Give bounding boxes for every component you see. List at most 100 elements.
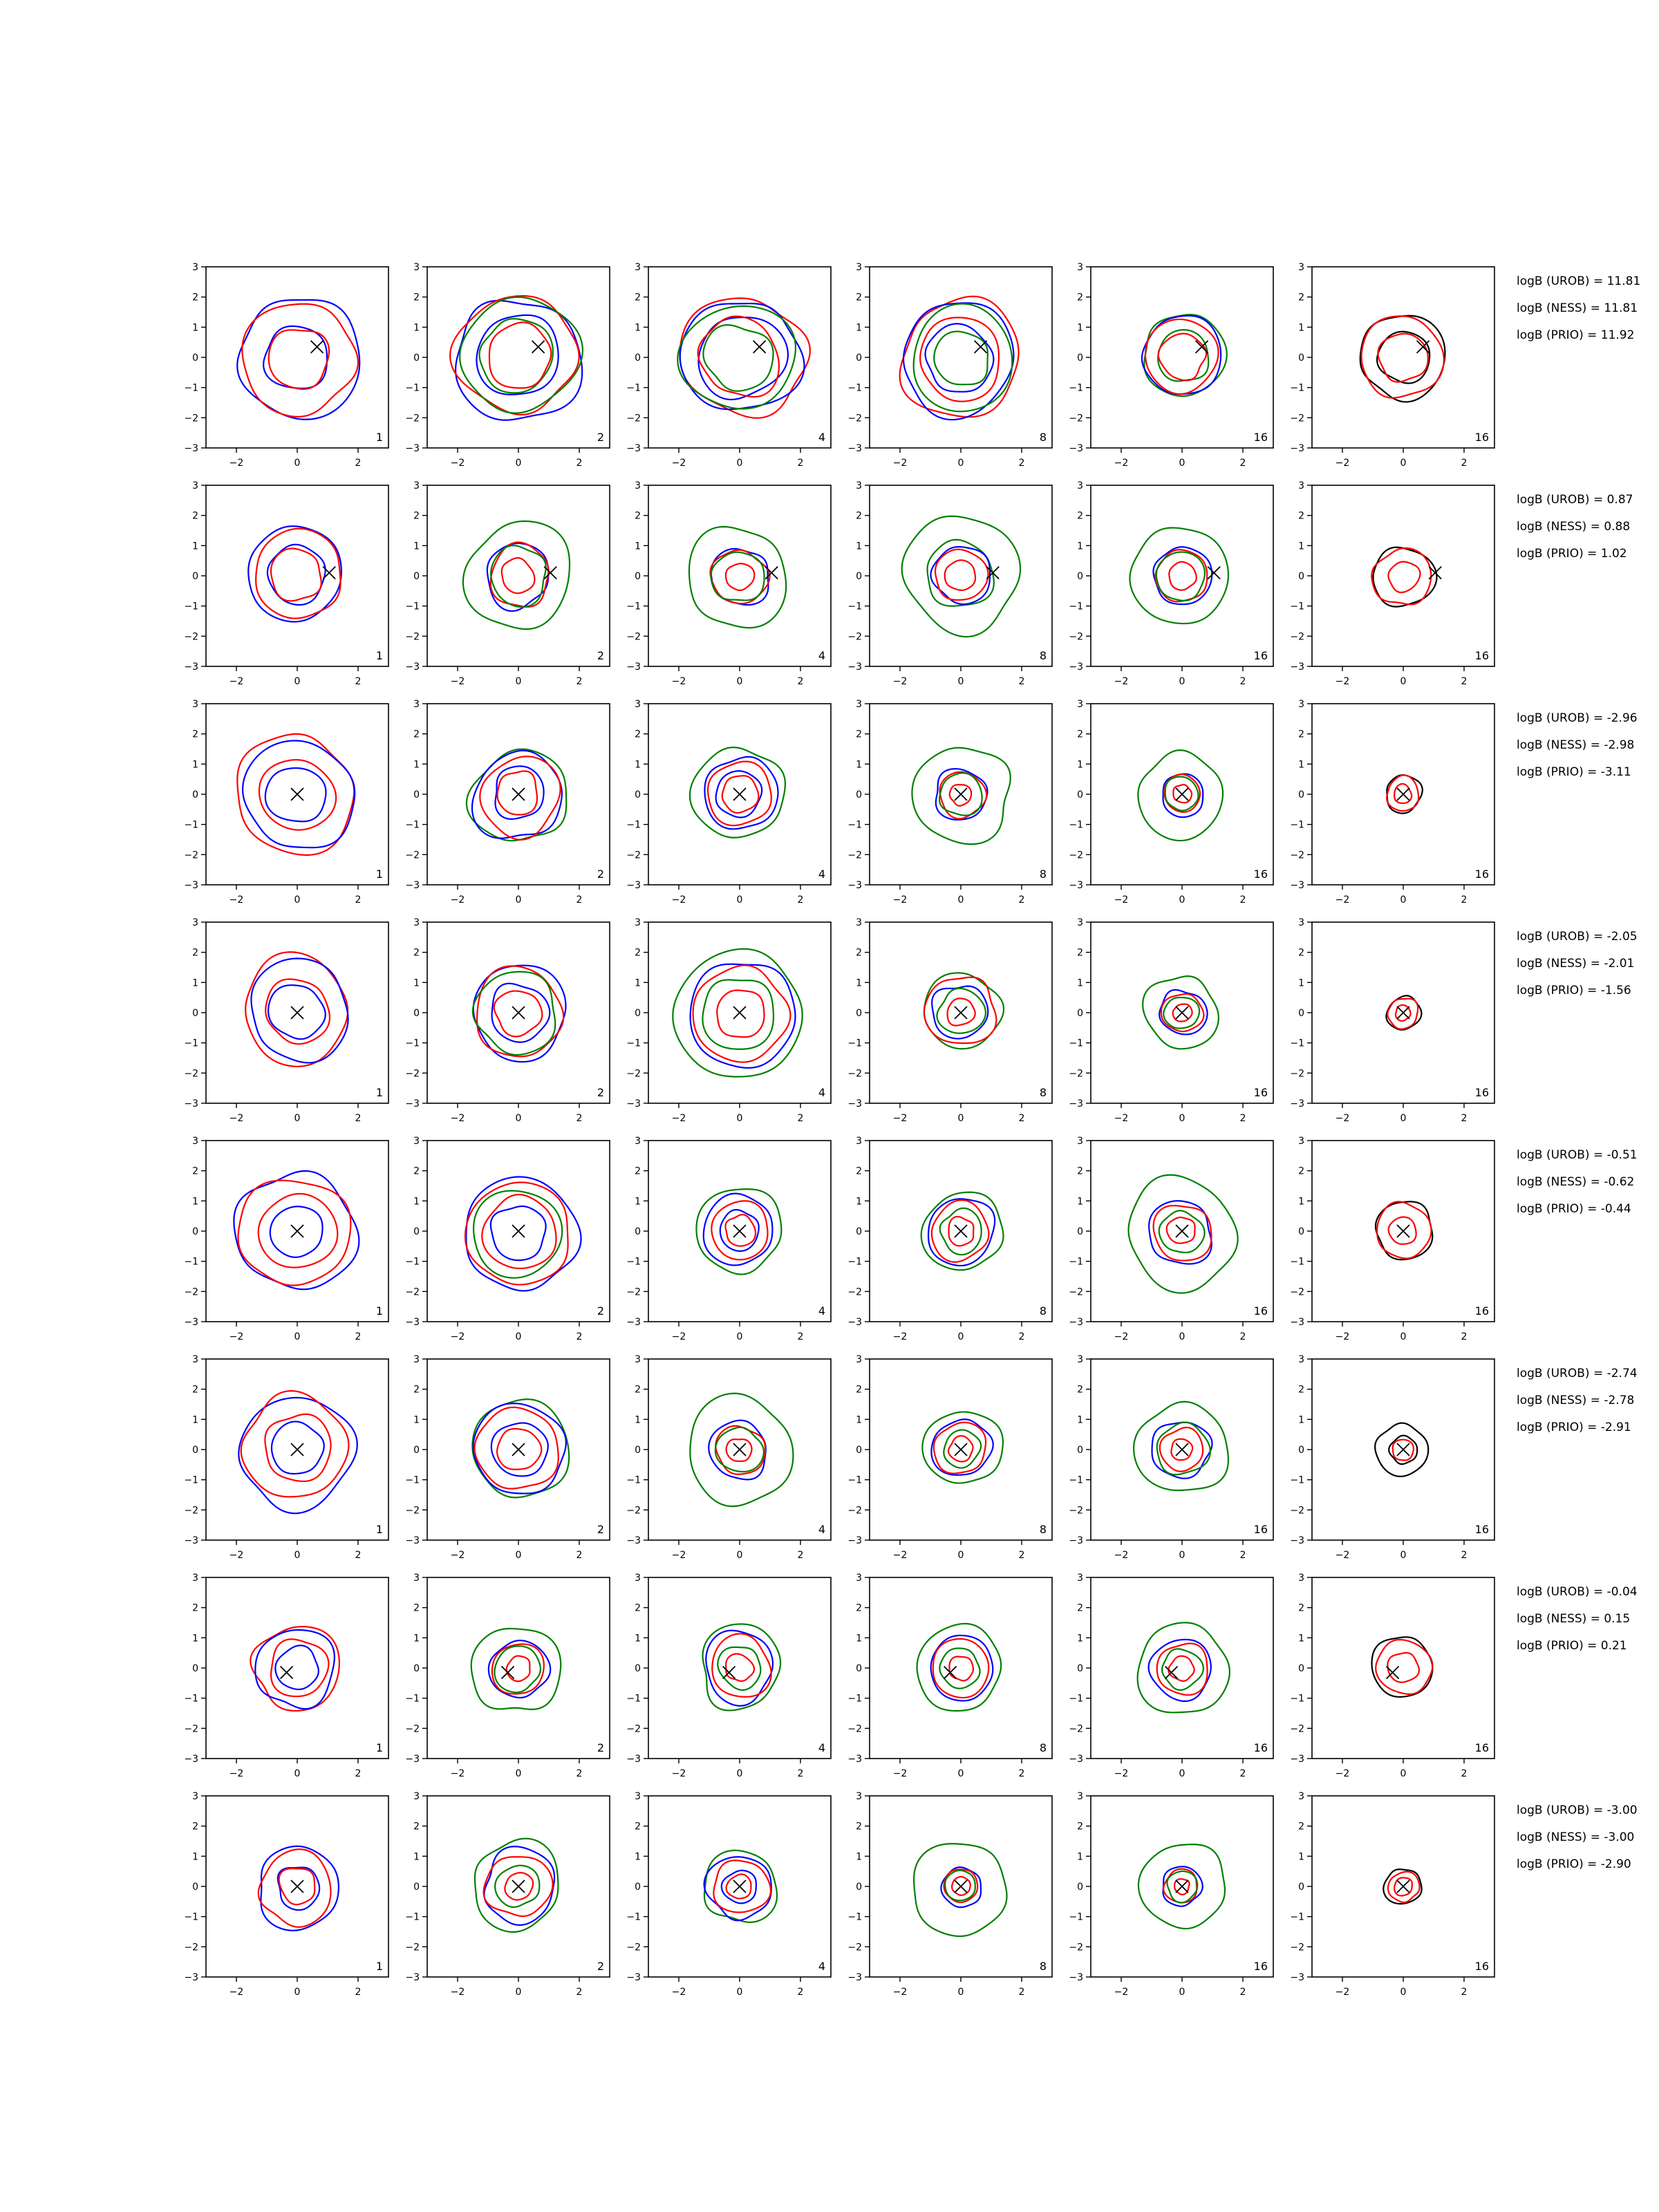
contour-line-red — [1387, 997, 1419, 1030]
logb-annotation: logB (UROB) = -2.05 — [1517, 930, 1638, 944]
x-tick-label: 2 — [1240, 894, 1246, 906]
y-tick-label: 1 — [635, 759, 641, 770]
y-tick-label: 1 — [1298, 1633, 1304, 1644]
cross-marker — [954, 1880, 968, 1893]
y-tick-label: 0 — [192, 353, 198, 364]
y-tick-label: 2 — [192, 1385, 198, 1396]
y-tick-label: 2 — [192, 292, 198, 303]
axes-frame — [869, 266, 1053, 449]
y-tick-label: −1 — [1069, 601, 1083, 612]
contour-line-red — [270, 547, 322, 602]
contour-line-green — [1157, 329, 1210, 382]
y-tick-label: 2 — [856, 729, 862, 740]
contour-line-red — [257, 1192, 339, 1268]
cross-marker — [1175, 1006, 1189, 1020]
y-tick-label: 1 — [192, 322, 198, 333]
contour-line-green — [471, 1398, 570, 1499]
contour-group — [471, 964, 567, 1063]
y-tick-label: 3 — [1077, 1791, 1083, 1802]
contour-line-green — [494, 1645, 542, 1694]
y-tick-label: 3 — [413, 262, 420, 273]
contour-group — [1374, 1201, 1434, 1261]
panel-count-label: 16 — [1254, 1523, 1268, 1536]
y-tick-label: 1 — [413, 1851, 420, 1862]
x-tick-label: 0 — [958, 676, 964, 687]
x-tick-label: 0 — [737, 1331, 743, 1342]
y-tick-label: −1 — [1290, 601, 1304, 612]
contour-line-red — [496, 1427, 543, 1470]
y-tick-label: 2 — [635, 511, 641, 522]
y-tick-label: 2 — [856, 511, 862, 522]
panel-r4-c2: −2 0 2 −3 −2 −1 0 1 2 3 2 — [405, 917, 610, 1124]
contour-group — [1382, 1868, 1423, 1905]
x-tick-label: 2 — [355, 1331, 362, 1342]
contour-line-green — [912, 303, 1013, 413]
y-tick-label: 3 — [1298, 699, 1304, 710]
contour-line-red — [724, 1214, 757, 1247]
y-tick-label: 3 — [192, 699, 198, 710]
y-tick-label: 1 — [635, 1633, 641, 1644]
x-tick-label: 2 — [1461, 676, 1468, 687]
contour-line-red — [1163, 1868, 1198, 1904]
contour-line-red — [947, 1435, 974, 1463]
contour-line-green — [1155, 551, 1206, 602]
contour-group — [1137, 749, 1224, 842]
y-tick-label: −2 — [626, 1942, 641, 1953]
cross-marker — [290, 1006, 304, 1020]
y-tick-label: 0 — [635, 1008, 641, 1019]
logb-annotation: logB (UROB) = -0.51 — [1517, 1148, 1638, 1162]
y-tick-label: 0 — [856, 789, 862, 800]
contour-group — [257, 1845, 339, 1931]
contour-line-red — [1159, 1426, 1204, 1472]
y-tick-label: 0 — [192, 1882, 198, 1893]
contour-line-blue — [1151, 1421, 1213, 1479]
y-tick-label: 0 — [635, 1882, 641, 1893]
y-tick-label: 3 — [1077, 699, 1083, 710]
panel-r5-c5: −2 0 2 −3 −2 −1 0 1 2 3 16 — [1069, 1136, 1274, 1342]
logb-annotation: logB (PRIO) = -1.56 — [1517, 984, 1631, 997]
contour-line-green — [1161, 1648, 1204, 1691]
contour-line-green — [465, 748, 568, 842]
panel-count-label: 2 — [597, 1304, 604, 1318]
logb-annotation: logB (NESS) = -3.00 — [1517, 1830, 1634, 1844]
axes-frame — [205, 266, 389, 449]
y-tick-label: −3 — [1290, 1754, 1304, 1765]
x-tick-label: 0 — [1179, 1113, 1185, 1124]
y-tick-label: 3 — [413, 1791, 420, 1802]
x-tick-label: −2 — [451, 1331, 465, 1342]
contour-line-blue — [238, 1396, 358, 1515]
contour-line-red — [250, 1625, 340, 1712]
panel-r7-c3: −2 0 2 −3 −2 −1 0 1 2 3 4 — [626, 1573, 832, 1779]
contour-group — [465, 748, 568, 842]
contour-line-red — [932, 1421, 987, 1474]
contour-line-blue — [705, 1629, 774, 1707]
y-tick-label: −2 — [405, 1068, 420, 1079]
y-tick-label: −2 — [626, 1286, 641, 1297]
x-tick-label: 0 — [958, 894, 964, 906]
cross-marker — [322, 565, 336, 580]
contour-line-green — [710, 551, 765, 601]
contour-group — [250, 1625, 340, 1712]
y-tick-label: 3 — [635, 1354, 641, 1365]
x-tick-label: −2 — [672, 1331, 686, 1342]
contour-group — [916, 1622, 1002, 1712]
x-tick-label: 2 — [577, 1113, 583, 1124]
y-tick-label: −3 — [405, 1754, 420, 1765]
contour-group — [672, 948, 803, 1078]
x-tick-label: 2 — [1461, 1550, 1468, 1561]
contour-line-red — [934, 548, 989, 601]
x-tick-label: −2 — [229, 676, 244, 687]
y-tick-label: −2 — [184, 1942, 198, 1953]
panel-r5-c6: −2 0 2 −3 −2 −1 0 1 2 3 16 — [1290, 1136, 1495, 1342]
y-tick-label: 0 — [635, 789, 641, 800]
contour-line-green — [933, 330, 988, 386]
y-tick-label: 3 — [1077, 1573, 1083, 1584]
contour-line-red — [479, 756, 561, 841]
contour-group — [920, 1191, 1004, 1271]
x-tick-label: 2 — [355, 1113, 362, 1124]
contour-line-red — [464, 1181, 569, 1286]
panel-count-label: 4 — [818, 1960, 825, 1973]
y-tick-label: 1 — [192, 1414, 198, 1425]
cross-marker — [1164, 1665, 1179, 1680]
y-tick-label: 1 — [856, 541, 862, 552]
